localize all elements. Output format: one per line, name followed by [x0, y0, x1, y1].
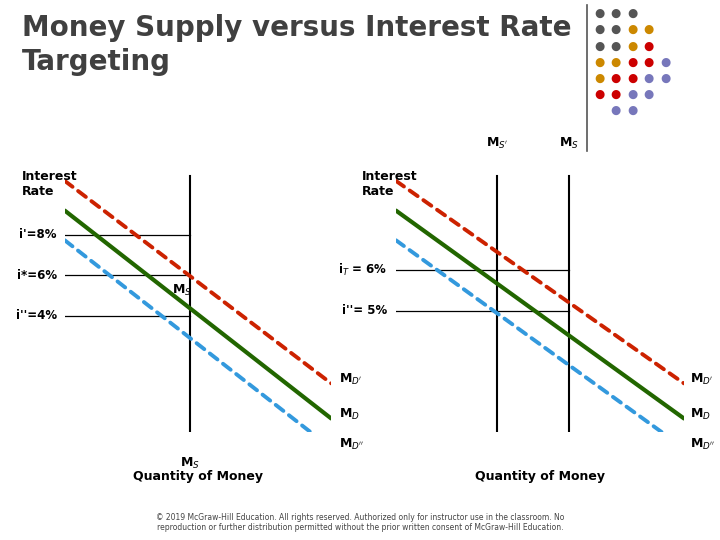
- Text: i$_T$ = 6%: i$_T$ = 6%: [338, 262, 387, 278]
- Text: i*=6%: i*=6%: [17, 269, 57, 282]
- Text: Money Supply versus Interest Rate
Targeting: Money Supply versus Interest Rate Target…: [22, 14, 571, 76]
- Text: Interest
Rate: Interest Rate: [22, 170, 78, 198]
- Text: ●: ●: [611, 72, 621, 85]
- Text: Quantity of Money: Quantity of Money: [133, 470, 263, 483]
- Text: M$_S$: M$_S$: [559, 136, 579, 151]
- Text: ●: ●: [611, 23, 621, 36]
- Text: ●: ●: [627, 72, 637, 85]
- Text: ●: ●: [627, 56, 637, 69]
- Text: M$_S$: M$_S$: [180, 456, 200, 471]
- Text: M$_{D'}$: M$_{D'}$: [690, 372, 714, 387]
- Text: ●: ●: [611, 7, 621, 20]
- Text: ●: ●: [660, 56, 670, 69]
- Text: ●: ●: [594, 23, 604, 36]
- Text: ●: ●: [611, 39, 621, 52]
- Text: Interest
Rate: Interest Rate: [361, 170, 417, 198]
- Text: ●: ●: [627, 7, 637, 20]
- Text: ●: ●: [611, 88, 621, 101]
- Text: i'=8%: i'=8%: [19, 228, 57, 241]
- Text: ●: ●: [644, 88, 654, 101]
- Text: ●: ●: [594, 56, 604, 69]
- Text: M$_D$: M$_D$: [339, 407, 360, 422]
- Text: Quantity of Money: Quantity of Money: [475, 470, 605, 483]
- Text: ●: ●: [644, 39, 654, 52]
- Text: ●: ●: [611, 104, 621, 117]
- Text: M$_{D''}$: M$_{D''}$: [339, 436, 364, 451]
- Text: ●: ●: [644, 72, 654, 85]
- Text: i''=4%: i''=4%: [16, 309, 57, 322]
- Text: ●: ●: [627, 88, 637, 101]
- Text: ●: ●: [611, 56, 621, 69]
- Text: ●: ●: [627, 23, 637, 36]
- Text: ●: ●: [594, 72, 604, 85]
- Text: M$_{D''}$: M$_{D''}$: [690, 436, 715, 451]
- Text: M$_D$: M$_D$: [690, 407, 711, 422]
- Text: ●: ●: [627, 104, 637, 117]
- Text: ●: ●: [594, 39, 604, 52]
- Text: ●: ●: [594, 7, 604, 20]
- Text: ●: ●: [627, 39, 637, 52]
- Text: ●: ●: [644, 23, 654, 36]
- Text: ●: ●: [644, 56, 654, 69]
- Text: M$_S$: M$_S$: [172, 282, 192, 298]
- Text: M$_{S'}$: M$_{S'}$: [485, 136, 508, 151]
- Text: ●: ●: [594, 88, 604, 101]
- Text: © 2019 McGraw-Hill Education. All rights reserved. Authorized only for instructo: © 2019 McGraw-Hill Education. All rights…: [156, 512, 564, 532]
- Text: ●: ●: [660, 72, 670, 85]
- Text: i''= 5%: i''= 5%: [342, 304, 387, 317]
- Text: M$_{D'}$: M$_{D'}$: [339, 372, 363, 387]
